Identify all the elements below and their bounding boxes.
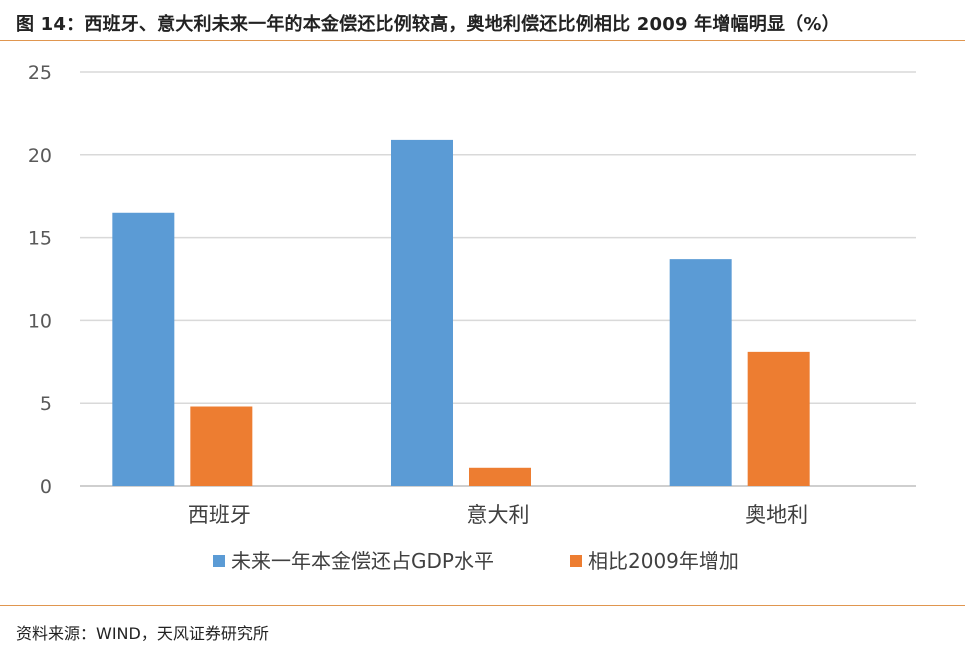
y-axis-ticks: 0 5 10 15 20 25: [28, 62, 52, 498]
page-title: 图 14：西班牙、意大利未来一年的本金偿还比例较高，奥地利偿还比例相比 2009…: [16, 14, 840, 35]
source-divider: [0, 605, 965, 606]
x-tick-label: 意大利: [467, 503, 530, 527]
bar-repayment-gdp: [112, 212, 175, 486]
bar-repayment-gdp: [669, 259, 732, 486]
x-tick-label: 奥地利: [745, 503, 808, 527]
x-axis-ticks: 西班牙 意大利 奥地利: [188, 503, 808, 527]
legend-label: 相比2009年增加: [588, 549, 739, 573]
bar-increase-vs-2009: [469, 467, 531, 486]
x-tick-label: 西班牙: [188, 503, 251, 527]
bar-increase-vs-2009: [747, 351, 810, 486]
bar-increase-vs-2009: [190, 406, 253, 486]
legend-swatch: [213, 555, 225, 567]
legend-label: 未来一年本金偿还占GDP水平: [231, 549, 494, 573]
y-tick-label: 5: [40, 393, 52, 415]
bars: [112, 139, 810, 486]
legend-swatch: [570, 555, 582, 567]
legend: 未来一年本金偿还占GDP水平 相比2009年增加: [213, 549, 739, 573]
bar-chart: 0 5 10 15 20 25 西班牙 意大利 奥地利 未来一年本金偿还占GDP水平 相比200…: [28, 62, 916, 573]
y-tick-label: 20: [28, 145, 52, 167]
y-tick-label: 0: [40, 476, 52, 498]
y-tick-label: 15: [28, 228, 52, 250]
source-note: 资料来源：WIND，天风证券研究所: [16, 624, 269, 643]
y-tick-label: 10: [28, 310, 52, 332]
bar-repayment-gdp: [391, 139, 453, 486]
title-divider: [0, 40, 965, 41]
y-tick-label: 25: [28, 62, 52, 84]
